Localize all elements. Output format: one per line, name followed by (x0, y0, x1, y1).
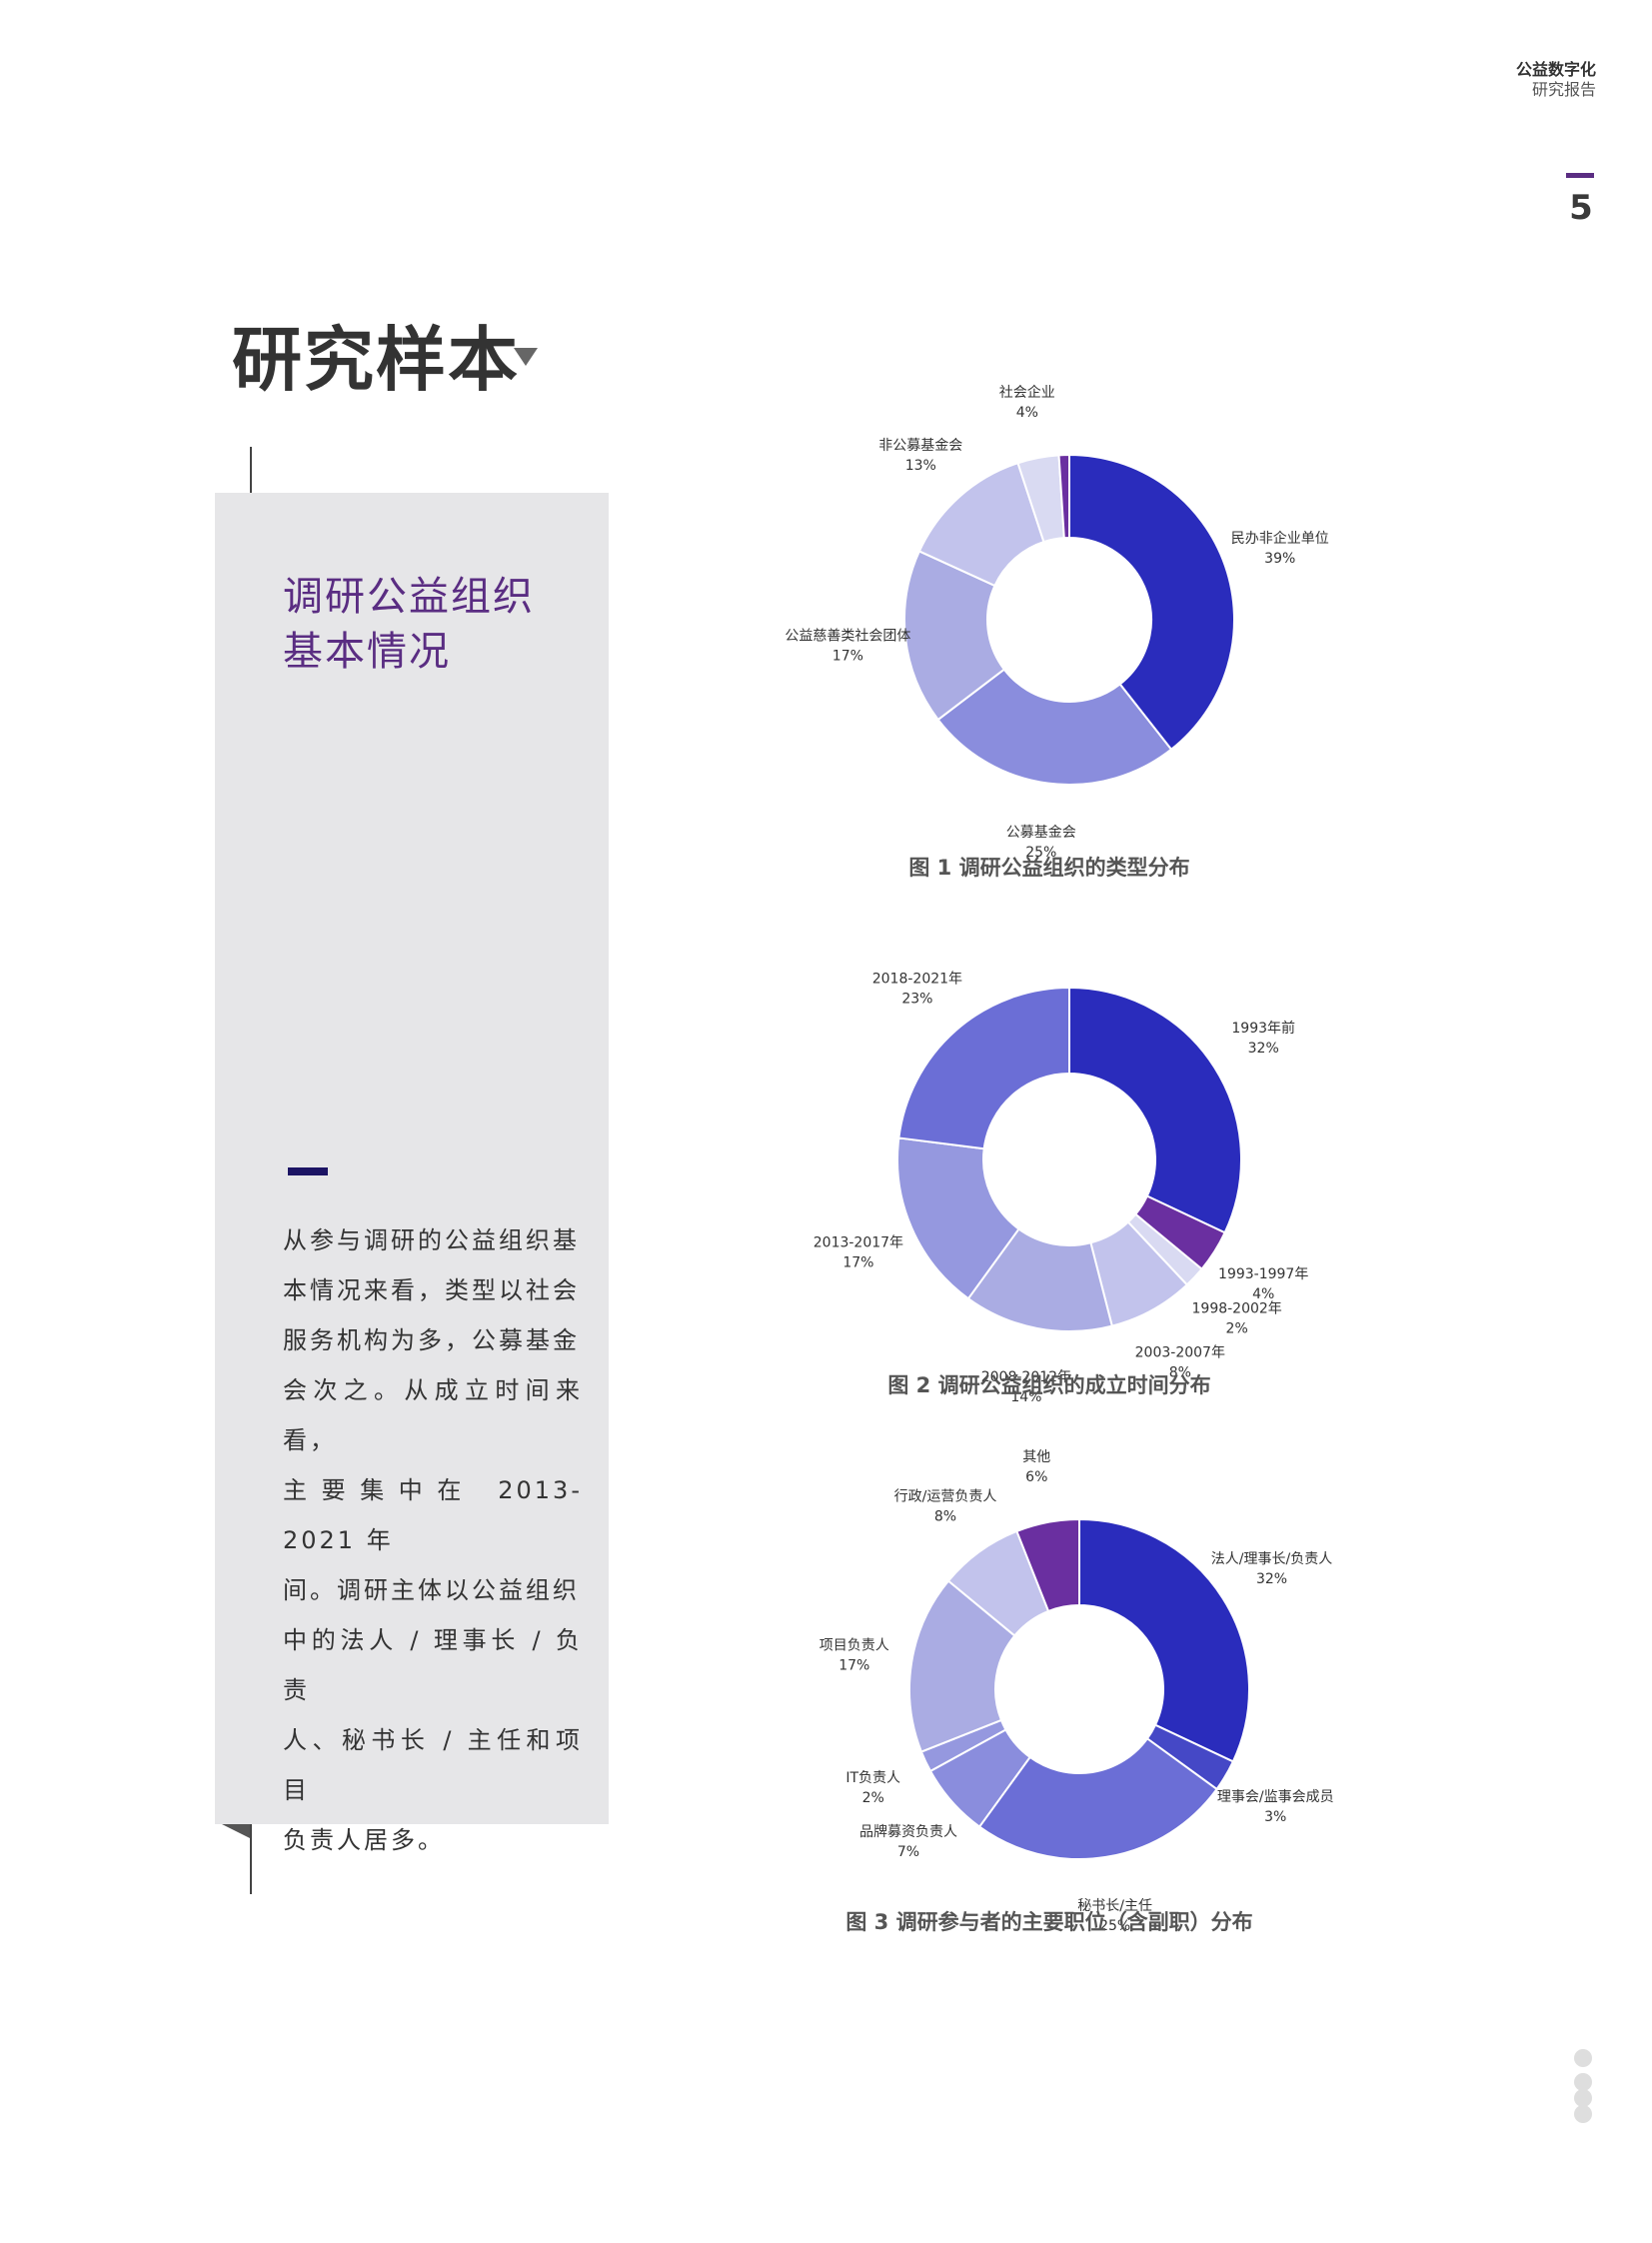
donut-slice (896, 1136, 1020, 1300)
sidebar-heading: 调研公益组织 基本情况 (283, 570, 535, 680)
sidebar-body-line: 服务机构为多，公募基金 (283, 1326, 580, 1354)
donut-slice (1068, 453, 1235, 752)
donut-slice (936, 668, 1173, 786)
sidebar-fold-corner (222, 1824, 250, 1838)
slice-value-label: 17% (832, 649, 863, 665)
slice-category-label: 非公募基金会 (878, 437, 962, 454)
donut-slice (1057, 453, 1070, 540)
slice-category-label: 公募基金会 (1006, 824, 1076, 841)
slice-category-label: 品牌募资负责人 (859, 1823, 957, 1840)
slice-category-label: 2008-2012年 (981, 1369, 1071, 1385)
sidebar-body-line: 间。调研主体以公益组织 (283, 1576, 580, 1604)
report-subtitle: 研究报告 (1531, 80, 1596, 99)
sidebar-body-line: 人、秘书长 / 主任和项目 (283, 1726, 583, 1804)
slice-category-label: 2018-2021年 (872, 971, 962, 987)
slice-value-label: 3% (1264, 1809, 1286, 1825)
page-number: 5 (1569, 188, 1593, 228)
slice-category-label: 2003-2007年 (1135, 1345, 1225, 1361)
triangle-down-icon (514, 348, 538, 366)
chart-caption-org-type: 图 1 调研公益组织的类型分布 (908, 856, 1190, 880)
donut-slice (977, 1736, 1218, 1860)
slice-category-label: 社会企业 (999, 384, 1055, 401)
donut-slice (1015, 1517, 1080, 1613)
donut-slice (1078, 1517, 1250, 1763)
slice-value-label: 4% (1016, 405, 1038, 421)
page-dot (1574, 2089, 1592, 2107)
slice-value-label: 32% (1256, 1571, 1287, 1587)
sidebar-body-line: 中的法人 / 理事长 / 负责 (283, 1626, 583, 1704)
sidebar-panel (215, 493, 609, 1824)
slice-value-label: 25% (1099, 1918, 1130, 1934)
sidebar-body: 从参与调研的公益组织基 本情况来看，类型以社会 服务机构为多，公募基金 会次之。… (283, 1215, 583, 1865)
slice-value-label: 23% (901, 991, 932, 1007)
report-brand: 公益数字化 研究报告 (1516, 60, 1596, 100)
slice-category-label: 行政/运营负责人 (894, 1489, 997, 1505)
sidebar-body-line: 本情况来看，类型以社会 (283, 1276, 580, 1304)
donut-slice (908, 1579, 1016, 1753)
slice-category-label: 秘书长/主任 (1077, 1898, 1152, 1914)
sidebar-body-line: 主要集中在 2013-2021 年 (283, 1476, 583, 1554)
slice-value-label: 39% (1264, 551, 1295, 567)
slice-category-label: 2013-2017年 (814, 1234, 903, 1250)
sidebar-top-line (250, 447, 252, 495)
slice-category-label: 1998-2002年 (1192, 1300, 1282, 1316)
slice-category-label: IT负责人 (845, 1770, 900, 1786)
slice-value-label: 17% (838, 1657, 869, 1673)
chart-caption-founding-year: 图 2 调研公益组织的成立时间分布 (887, 1373, 1211, 1397)
slice-category-label: 其他 (1022, 1449, 1050, 1465)
donut-slice (897, 986, 1070, 1150)
slice-value-label: 2% (1226, 1320, 1248, 1336)
slice-value-label: 14% (1010, 1389, 1041, 1405)
slice-category-label: 公益慈善类社会团体 (785, 629, 910, 645)
slice-value-label: 7% (897, 1844, 919, 1860)
page-number-bar (1566, 173, 1594, 178)
slice-category-label: 法人/理事长/负责人 (1211, 1551, 1332, 1567)
slice-category-label: 1993-1997年 (1218, 1266, 1308, 1282)
chart-caption-positions: 图 3 调研参与者的主要职位（含副职）分布 (845, 1910, 1253, 1934)
report-title: 公益数字化 (1515, 60, 1596, 79)
slice-category-label: 1993年前 (1231, 1020, 1295, 1037)
slice-value-label: 32% (1248, 1041, 1279, 1057)
section-title: 研究样本 (232, 319, 520, 401)
slice-value-label: 17% (842, 1254, 873, 1270)
page-dot (1574, 2073, 1592, 2091)
slice-category-label: 项目负责人 (820, 1637, 889, 1653)
sidebar-body-line: 负责人居多。 (283, 1826, 445, 1854)
slice-value-label: 13% (905, 458, 936, 474)
donut-chart-positions: 法人/理事长/负责人 32% 理事会/监事会成员 3% 秘书长/主任 25% 品牌募资负责人… (820, 1449, 1334, 1934)
slice-value-label: 8% (1169, 1365, 1191, 1381)
sidebar-bottom-line (250, 1824, 252, 1894)
slice-category-label: 理事会/监事会成员 (1217, 1789, 1334, 1805)
slice-value-label: 4% (1252, 1286, 1274, 1302)
sidebar-body-line: 会次之。从成立时间来看， (283, 1376, 583, 1454)
sidebar-accent-mark (288, 1167, 328, 1175)
page-dot (1574, 2105, 1592, 2123)
page-dot (1574, 2049, 1592, 2067)
slice-value-label: 25% (1025, 845, 1056, 861)
donut-chart-org-type: 民办非企业单位 39% 公募基金会 25% 公益慈善类社会团体 17% 非公募基金会 13% 社… (785, 384, 1329, 861)
slice-value-label: 6% (1025, 1469, 1047, 1485)
donut-chart-founding-year: 1993年前 32% 1993-1997年 4%1998-2002年 2%2003-20… (814, 971, 1309, 1404)
donut-slice (903, 550, 1006, 722)
sidebar-heading-line: 基本情况 (283, 629, 451, 675)
donut-slice (1068, 986, 1242, 1234)
slice-value-label: 8% (934, 1509, 956, 1525)
slice-value-label: 2% (862, 1790, 884, 1806)
sidebar-heading-line: 调研公益组织 (283, 574, 535, 620)
sidebar-body-line: 从参与调研的公益组织基 (283, 1226, 580, 1254)
slice-category-label: 民办非企业单位 (1231, 530, 1329, 547)
